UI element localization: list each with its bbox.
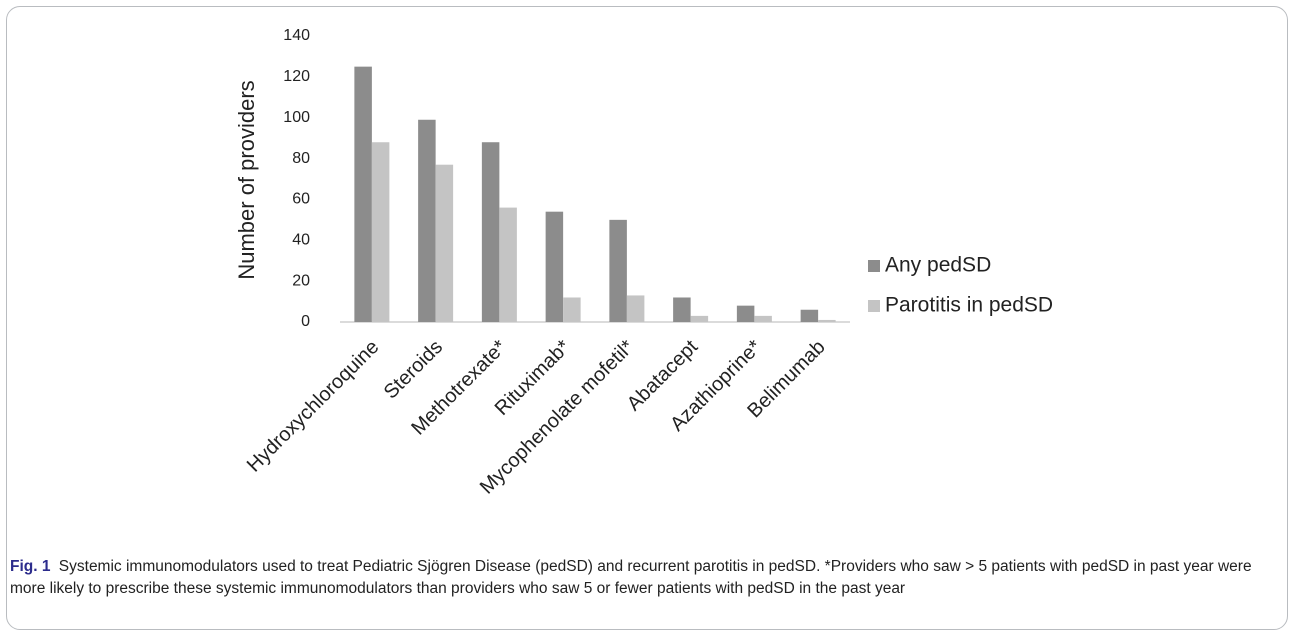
legend-swatch — [868, 260, 880, 272]
bar-any-pedsd-mycophenolatemofetil — [609, 219, 627, 322]
y-tick-label: 20 — [292, 272, 310, 289]
bar-parotitis-hydroxychloroquine — [371, 142, 390, 322]
bar-parotitis-azathioprine — [754, 315, 772, 322]
bar-any-pedsd-methotrexate — [481, 142, 500, 322]
figure-label: Fig. 1 — [10, 558, 51, 575]
y-tick-label: 120 — [283, 68, 310, 85]
caption-text: Systemic immunomodulators used to treat … — [10, 558, 1252, 597]
bar-any-pedsd-belimumab — [800, 309, 819, 322]
y-tick-label: 40 — [292, 232, 310, 249]
bar-chart: Number of providers 0 20 40 60 80 100 120 140 H… — [234, 27, 1053, 499]
y-tick-label: 80 — [292, 150, 310, 167]
legend: Any pedSD Parotitis in pedSD — [868, 254, 1053, 317]
bar-parotitis-mycophenolatemofetil — [626, 295, 645, 322]
figure-caption: Fig. 1 Systemic immunomodulators used to… — [10, 556, 1280, 600]
x-tick-label: Hydroxychloroquine — [243, 336, 384, 477]
figure-panel — [6, 6, 1288, 630]
bar-any-pedsd-steroids — [418, 119, 436, 322]
legend-swatch — [868, 300, 880, 312]
y-tick-label: 60 — [292, 191, 310, 208]
bar-parotitis-rituximab — [563, 297, 581, 322]
y-tick-label: 100 — [283, 109, 310, 126]
legend-label: Parotitis in pedSD — [885, 294, 1053, 317]
bar-any-pedsd-azathioprine — [736, 305, 755, 322]
y-axis-label: Number of providers — [234, 80, 259, 279]
bar-parotitis-steroids — [435, 164, 454, 322]
bar-any-pedsd-rituximab — [545, 211, 564, 322]
bar-parotitis-methotrexate — [499, 207, 517, 322]
x-axis-ticks: HydroxychloroquineSteroidsMethotrexate*R… — [243, 336, 830, 499]
bars-group — [354, 66, 836, 323]
y-axis-ticks: 0 20 40 60 80 100 120 140 — [283, 27, 310, 330]
bar-parotitis-belimumab — [818, 319, 836, 322]
bar-parotitis-abatacept — [690, 315, 709, 322]
bar-any-pedsd-hydroxychloroquine — [354, 66, 372, 323]
bar-any-pedsd-abatacept — [673, 297, 691, 322]
y-tick-label: 140 — [283, 27, 310, 44]
y-tick-label: 0 — [301, 313, 310, 330]
legend-label: Any pedSD — [885, 254, 991, 277]
